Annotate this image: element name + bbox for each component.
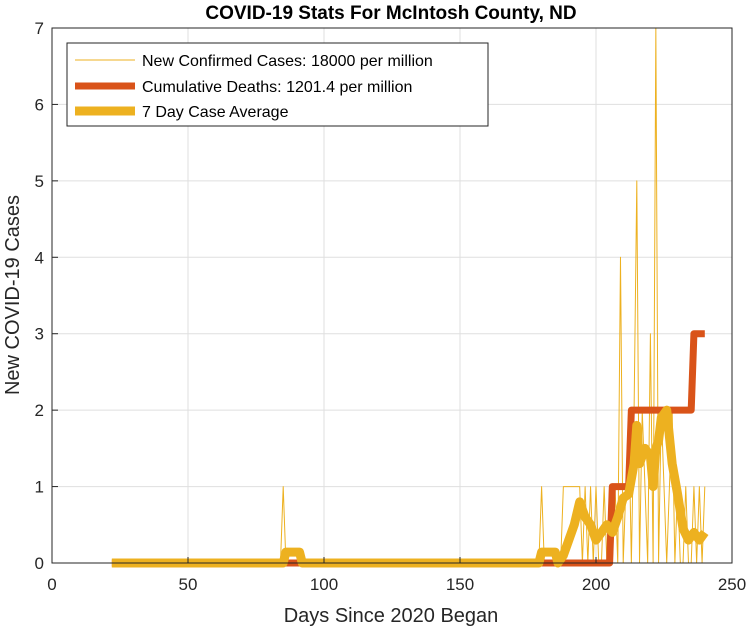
y-tick-label: 6 — [35, 95, 44, 114]
x-axis-label: Days Since 2020 Began — [284, 605, 499, 627]
axes — [51, 27, 733, 564]
x-tick-label: 100 — [310, 575, 338, 594]
series-7-day-average — [111, 405, 709, 568]
y-tick-label: 5 — [35, 172, 44, 191]
legend-entry-2: Cumulative Deaths: 1201.4 per million — [142, 79, 412, 96]
chart-title: COVID-19 Stats For McIntosh County, ND — [205, 3, 576, 24]
y-tick-label: 7 — [35, 19, 44, 38]
x-tick-label: 250 — [718, 575, 746, 594]
x-tick-label: 50 — [179, 575, 198, 594]
x-tick-label: 150 — [446, 575, 474, 594]
legend-entry-1: New Confirmed Cases: 18000 per million — [142, 53, 433, 70]
y-tick-label: 4 — [35, 248, 44, 267]
legend: New Confirmed Cases: 18000 per million Cu… — [66, 42, 489, 127]
series-layer — [111, 27, 709, 568]
legend-entry-3: 7 Day Case Average — [142, 104, 289, 121]
x-tick-label: 0 — [47, 575, 56, 594]
legend-box — [66, 42, 489, 127]
x-tick-label: 200 — [582, 575, 610, 594]
tick-labels: 0 50 100 150 200 250 0 1 2 3 4 5 6 7 — [35, 19, 747, 594]
axes-box — [51, 27, 733, 564]
y-tick-label: 1 — [35, 478, 44, 497]
y-tick-label: 2 — [35, 401, 44, 420]
y-tick-label: 3 — [35, 325, 44, 344]
y-axis-label: New COVID-19 Cases — [2, 195, 24, 395]
y-tick-label: 0 — [35, 554, 44, 573]
